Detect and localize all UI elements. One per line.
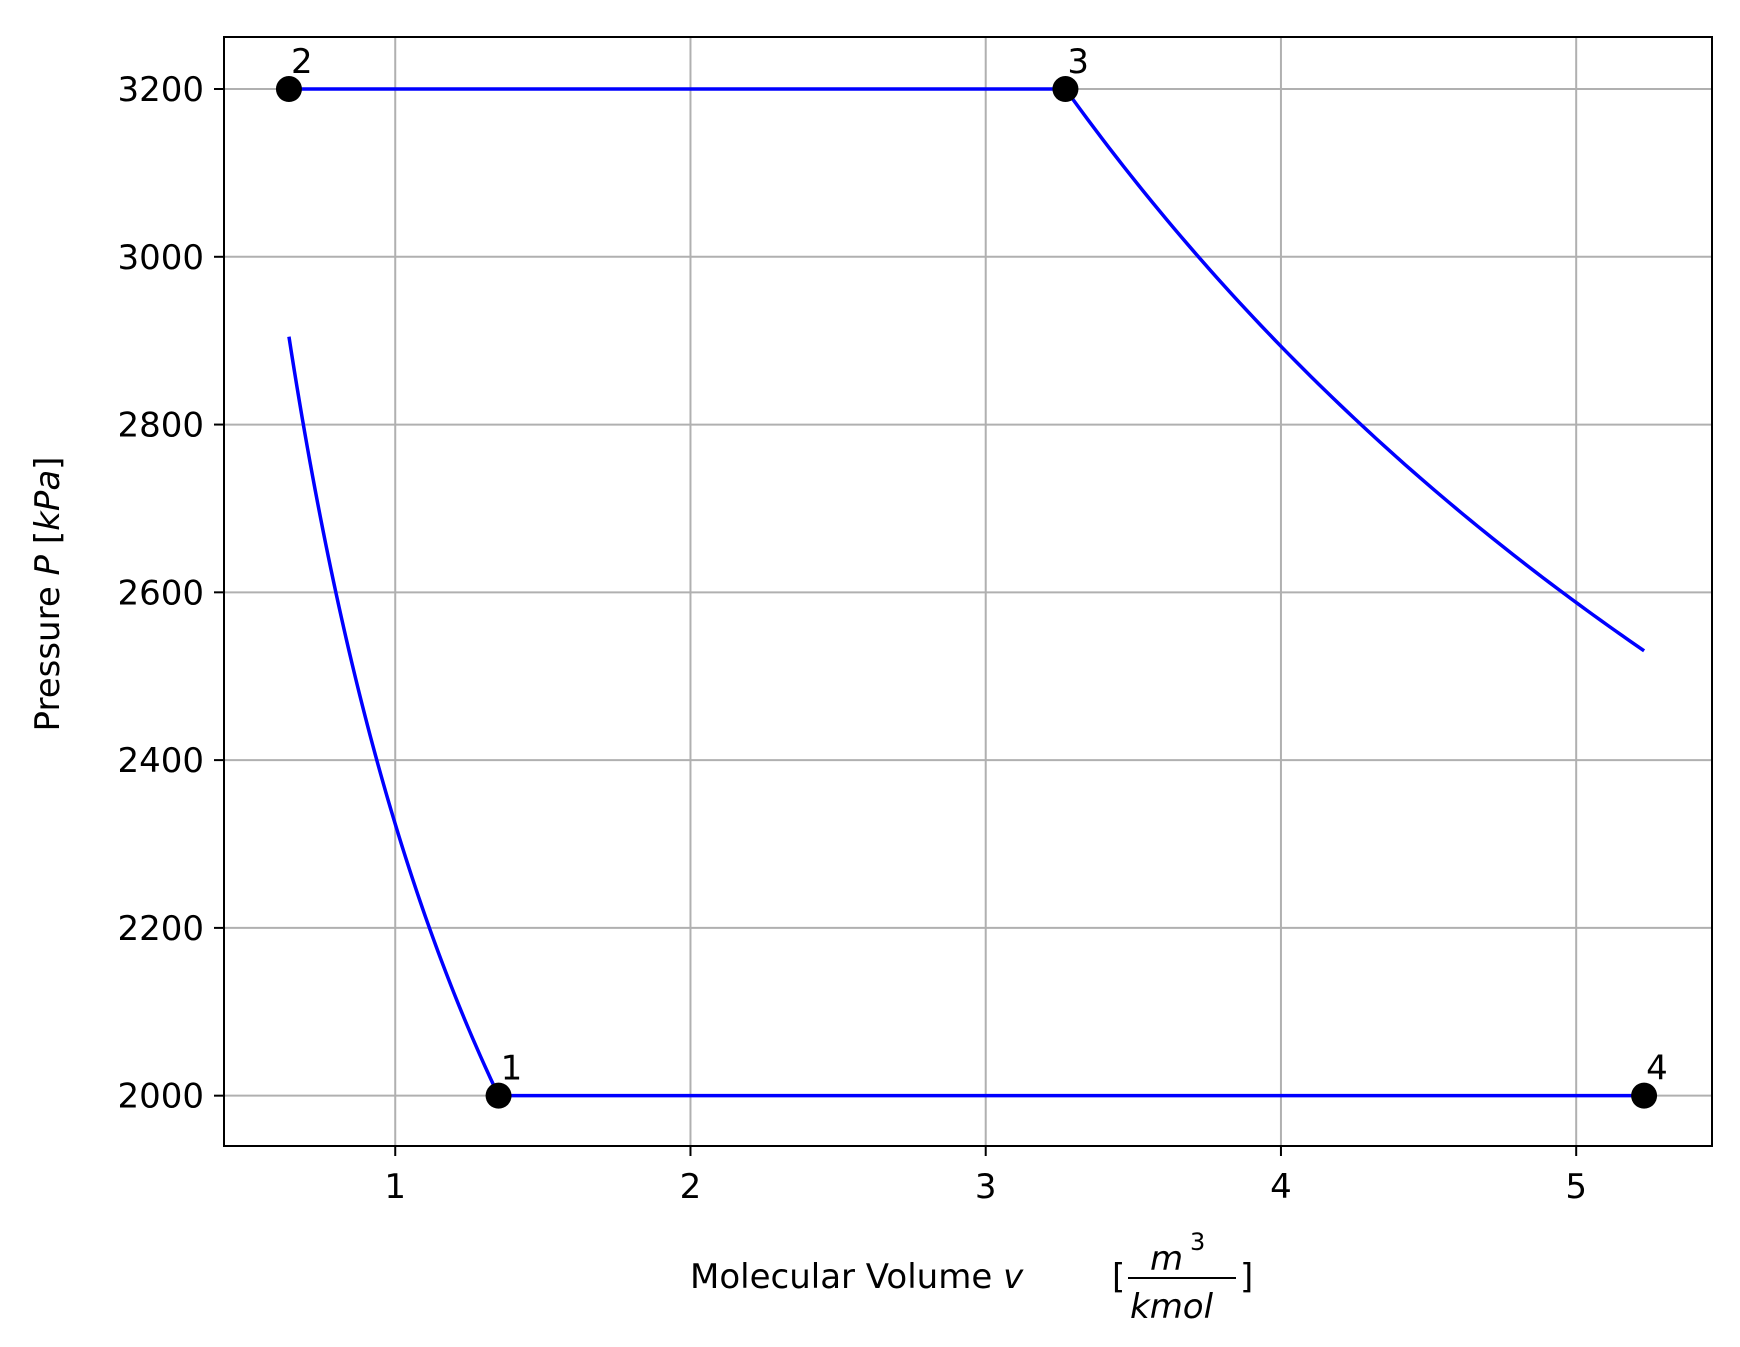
y-axis-label-bracket-open: [ bbox=[28, 531, 68, 555]
y-tick-label: 2800 bbox=[117, 406, 204, 446]
y-axis-label-prefix: Pressure bbox=[28, 575, 68, 731]
state-point-markers bbox=[275, 76, 1658, 1109]
state-point-1-label: 1 bbox=[501, 1049, 523, 1089]
x-axis-label-numerator: m bbox=[1150, 1239, 1183, 1279]
state-point-labels: 1 2 3 4 bbox=[291, 42, 1668, 1089]
x-axis-label-prefix: Molecular Volume bbox=[690, 1257, 1003, 1297]
state-point-2-label: 2 bbox=[291, 42, 313, 82]
y-axis-label-unit: kPa bbox=[28, 470, 68, 531]
y-tick-label: 3000 bbox=[117, 238, 204, 278]
state-point-2-marker bbox=[275, 76, 302, 103]
x-axis-label-superscript: 3 bbox=[1190, 1228, 1205, 1256]
state-point-1-marker bbox=[485, 1082, 512, 1109]
x-axis-label: Molecular Volume v bbox=[690, 1257, 1024, 1297]
x-axis-label-bracket-open: [ bbox=[1112, 1257, 1125, 1297]
x-tick-label: 5 bbox=[1565, 1167, 1587, 1207]
x-tick-label: 2 bbox=[680, 1167, 702, 1207]
process-curve-1-2 bbox=[287, 336, 501, 1097]
x-axis-label-denominator: kmol bbox=[1130, 1287, 1214, 1327]
y-axis-ticks: 2000 2200 2400 2600 2800 3000 3200 bbox=[117, 70, 224, 1117]
x-tick-label: 3 bbox=[975, 1167, 997, 1207]
x-axis-label-symbol: v bbox=[1003, 1257, 1024, 1297]
y-axis-label-bracket-close: ] bbox=[28, 457, 68, 470]
state-point-4-marker bbox=[1631, 1082, 1658, 1109]
y-tick-label: 3200 bbox=[117, 70, 204, 110]
state-point-3-marker bbox=[1052, 76, 1079, 103]
y-tick-label: 2400 bbox=[117, 741, 204, 781]
y-axis-label-symbol: P bbox=[28, 554, 68, 575]
x-axis-ticks: 1 2 3 4 5 bbox=[384, 1146, 1587, 1207]
state-point-3-label: 3 bbox=[1067, 42, 1089, 82]
cycle-curves bbox=[287, 87, 1646, 1098]
x-tick-label: 4 bbox=[1270, 1167, 1292, 1207]
y-tick-label: 2600 bbox=[117, 573, 204, 613]
y-axis-label: Pressure P [kPa] bbox=[28, 457, 68, 732]
x-axis-label-bracket-close: ] bbox=[1240, 1257, 1253, 1297]
process-curve-3-4 bbox=[1064, 87, 1646, 653]
y-tick-label: 2000 bbox=[117, 1077, 204, 1117]
x-tick-label: 1 bbox=[384, 1167, 406, 1207]
state-point-4-label: 4 bbox=[1646, 1049, 1668, 1089]
y-tick-label: 2200 bbox=[117, 909, 204, 949]
